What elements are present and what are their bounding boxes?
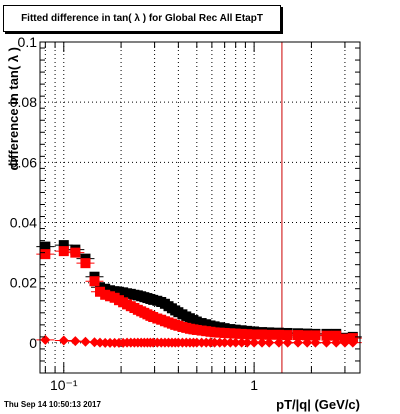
data-point bbox=[40, 249, 51, 260]
data-point bbox=[40, 334, 51, 345]
x-tick-label: 1 bbox=[250, 377, 258, 393]
data-point bbox=[80, 336, 91, 347]
tick-layer bbox=[40, 42, 360, 374]
data-point bbox=[58, 335, 69, 346]
y-tick-label: 0.02 bbox=[10, 275, 37, 291]
y-tick-label: 0.1 bbox=[18, 34, 38, 50]
y-axis-label: difference in tan( λ ) bbox=[6, 47, 21, 171]
timestamp-label: Thu Sep 14 10:50:13 2017 bbox=[4, 400, 101, 409]
series-1 bbox=[36, 246, 362, 344]
data-point bbox=[40, 241, 51, 252]
chart-title: Fitted difference in tan( λ ) for Global… bbox=[3, 5, 281, 32]
data-point bbox=[58, 240, 69, 251]
data-point bbox=[89, 276, 100, 287]
plot-frame bbox=[39, 41, 361, 374]
data-point bbox=[95, 286, 106, 297]
y-tick-label: 0.06 bbox=[10, 154, 37, 170]
data-point bbox=[321, 337, 332, 348]
data-point bbox=[58, 246, 69, 257]
data-point bbox=[209, 321, 220, 332]
data-point bbox=[282, 330, 293, 341]
data-point bbox=[292, 330, 303, 341]
data-point bbox=[310, 330, 321, 341]
series-layer bbox=[36, 240, 362, 348]
data-point bbox=[292, 337, 303, 348]
x-axis-label: pT/|q| (GeV/c) bbox=[276, 397, 360, 412]
data-point bbox=[264, 329, 275, 340]
data-point bbox=[347, 337, 358, 348]
data-point bbox=[321, 330, 332, 341]
series-2 bbox=[36, 334, 362, 348]
y-tick-label: 0 bbox=[29, 335, 37, 351]
data-point bbox=[70, 247, 81, 258]
x-tick-label: 10⁻¹ bbox=[50, 377, 78, 393]
tick-label-layer: 0 0.02 0.04 0.06 0.08 0.1 10⁻¹ 1 bbox=[10, 34, 258, 393]
data-point bbox=[264, 337, 275, 348]
data-point bbox=[282, 337, 293, 348]
y-tick-label: 0.04 bbox=[10, 215, 37, 231]
data-point bbox=[310, 337, 321, 348]
data-point bbox=[331, 330, 342, 341]
data-point bbox=[80, 258, 91, 269]
data-point bbox=[70, 336, 81, 347]
y-tick-label: 0.08 bbox=[10, 94, 37, 110]
